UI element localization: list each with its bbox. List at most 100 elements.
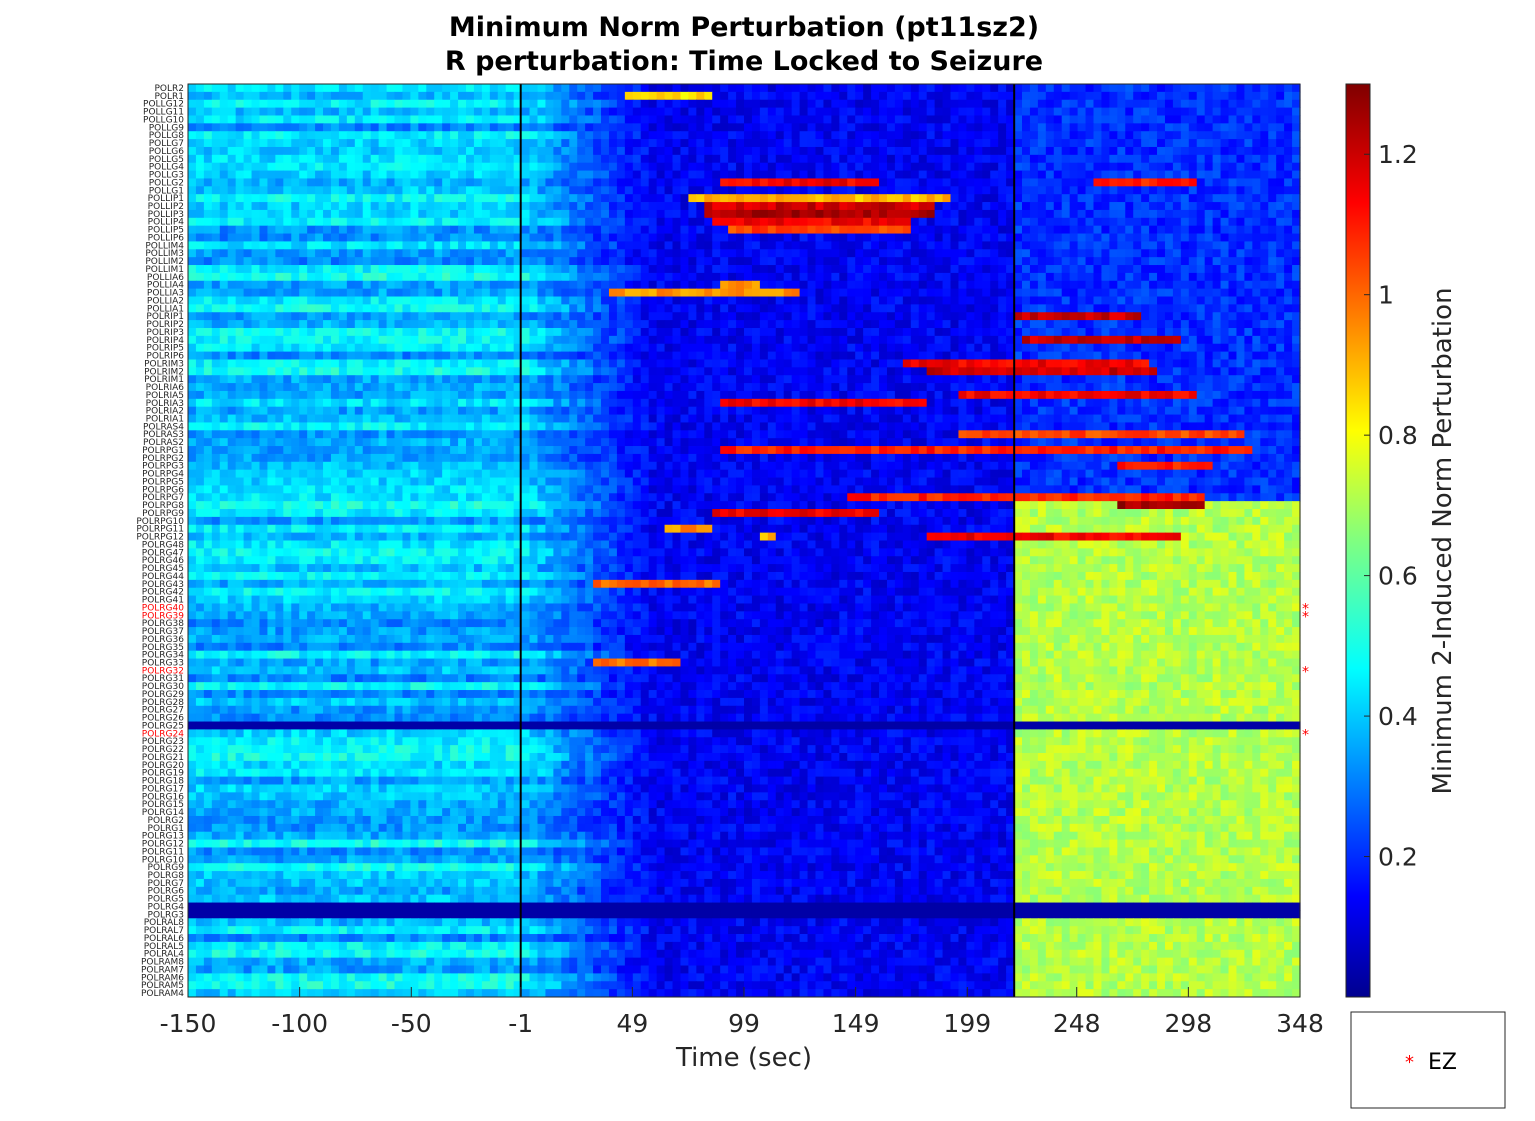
heatmap-cell bbox=[386, 327, 396, 337]
heatmap-cell bbox=[839, 154, 848, 164]
heatmap-cell bbox=[497, 217, 507, 227]
heatmap-cell bbox=[1101, 335, 1110, 345]
heatmap-cell bbox=[1029, 178, 1039, 187]
heatmap-cell bbox=[346, 115, 356, 124]
heatmap-cell bbox=[1053, 202, 1063, 211]
heatmap-cell bbox=[1204, 296, 1214, 305]
heatmap-cell bbox=[521, 154, 531, 164]
heatmap-cell bbox=[632, 107, 642, 116]
heatmap-cell bbox=[624, 312, 634, 321]
heatmap-cell bbox=[958, 99, 967, 109]
heatmap-cell bbox=[505, 209, 515, 219]
heatmap-cell bbox=[831, 343, 840, 352]
heatmap-cell bbox=[1085, 288, 1095, 297]
heatmap-cell bbox=[243, 312, 253, 321]
heatmap-cell bbox=[1149, 312, 1158, 321]
heatmap-cell bbox=[402, 154, 411, 164]
heatmap-cell bbox=[728, 320, 737, 329]
heatmap-cell bbox=[315, 202, 324, 211]
heatmap-cell bbox=[1260, 249, 1269, 258]
heatmap-cell bbox=[640, 304, 650, 313]
heatmap-cell bbox=[958, 296, 967, 305]
heatmap-cell bbox=[227, 91, 237, 101]
heatmap-cell bbox=[958, 139, 967, 148]
heatmap-cell bbox=[799, 170, 809, 179]
heatmap-cell bbox=[553, 178, 562, 187]
heatmap-cell bbox=[942, 170, 952, 179]
heatmap-cell bbox=[203, 217, 213, 227]
heatmap-cell bbox=[950, 288, 960, 297]
heatmap-cell bbox=[1093, 99, 1103, 109]
heatmap-cell bbox=[736, 351, 745, 360]
heatmap-cell bbox=[386, 131, 396, 140]
heatmap-cell bbox=[1220, 99, 1230, 109]
heatmap-cell bbox=[616, 107, 626, 116]
heatmap-cell bbox=[1014, 146, 1023, 156]
heatmap-cell bbox=[1029, 288, 1039, 297]
heatmap-cell bbox=[1133, 327, 1142, 337]
heatmap-cell bbox=[1093, 225, 1103, 234]
heatmap-cell bbox=[378, 257, 388, 266]
heatmap-cell bbox=[1061, 115, 1071, 124]
heatmap-cell bbox=[545, 304, 554, 313]
heatmap-cell bbox=[839, 209, 848, 219]
heatmap-cell bbox=[1292, 123, 1301, 132]
heatmap-cell bbox=[1284, 351, 1293, 360]
heatmap-cell bbox=[251, 99, 261, 109]
heatmap-cell bbox=[1101, 154, 1110, 164]
heatmap-cell bbox=[926, 320, 936, 329]
heatmap-cell bbox=[926, 194, 936, 203]
heatmap-cell bbox=[855, 296, 864, 305]
heatmap-cell bbox=[418, 139, 427, 148]
heatmap-cell bbox=[195, 241, 205, 250]
heatmap-cell bbox=[728, 343, 737, 352]
heatmap-cell bbox=[330, 107, 340, 116]
heatmap-cell bbox=[235, 139, 245, 148]
heatmap-cell bbox=[227, 139, 237, 148]
heatmap-cell bbox=[1093, 249, 1103, 258]
heatmap-cell bbox=[608, 217, 618, 227]
heatmap-cell bbox=[521, 170, 531, 179]
heatmap-cell bbox=[1133, 335, 1142, 345]
heatmap-cell bbox=[1022, 91, 1031, 101]
heatmap-cell bbox=[275, 233, 284, 242]
heatmap-cell bbox=[378, 233, 388, 242]
heatmap-cell bbox=[1164, 170, 1174, 179]
heatmap-cell bbox=[712, 84, 721, 93]
heatmap-cell bbox=[1006, 146, 1015, 156]
heatmap-cell bbox=[608, 99, 618, 109]
heatmap-cell bbox=[791, 343, 801, 352]
heatmap-cell bbox=[1029, 241, 1039, 250]
heatmap-cell bbox=[545, 84, 554, 93]
heatmap-cell bbox=[1093, 217, 1103, 227]
heatmap-cell bbox=[672, 233, 682, 242]
heatmap-cell bbox=[1188, 202, 1198, 211]
heatmap-cell bbox=[656, 209, 666, 219]
heatmap-cell bbox=[1268, 202, 1277, 211]
heatmap-cell bbox=[561, 351, 570, 360]
heatmap-cell bbox=[974, 327, 983, 337]
heatmap-cell bbox=[1157, 249, 1166, 258]
heatmap-cell bbox=[251, 91, 261, 101]
heatmap-cell bbox=[926, 123, 936, 132]
heatmap-cell bbox=[299, 280, 308, 290]
heatmap-cell bbox=[958, 343, 967, 352]
heatmap-cell bbox=[513, 170, 523, 179]
heatmap-cell bbox=[267, 146, 276, 156]
heatmap-cell bbox=[1180, 115, 1190, 124]
heatmap-cell bbox=[1125, 265, 1134, 274]
heatmap-cell bbox=[974, 335, 983, 345]
heatmap-cell bbox=[267, 154, 276, 164]
heatmap-cell bbox=[879, 249, 888, 258]
heatmap-cell bbox=[251, 131, 261, 140]
heatmap-cell bbox=[998, 115, 1007, 124]
heatmap-cell bbox=[855, 170, 864, 179]
heatmap-cell bbox=[1212, 241, 1222, 250]
heatmap-cell bbox=[481, 241, 491, 250]
heatmap-cell bbox=[362, 154, 372, 164]
heatmap-cell bbox=[418, 146, 427, 156]
heatmap-cell bbox=[291, 359, 300, 368]
heatmap-cell bbox=[1196, 225, 1206, 234]
heatmap-cell bbox=[1236, 91, 1245, 101]
heatmap-cell bbox=[1069, 312, 1079, 321]
